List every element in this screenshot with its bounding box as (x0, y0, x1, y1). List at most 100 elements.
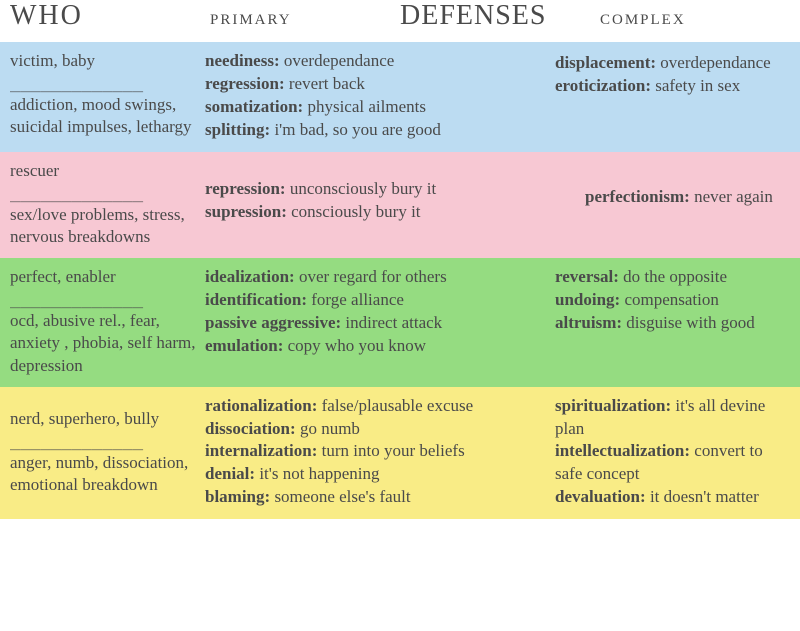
defense-line: internalization: turn into your beliefs (205, 440, 547, 463)
defense-line: intellectualization: convert to safe con… (555, 440, 790, 486)
defense-line: splitting: i'm bad, so you are good (205, 119, 547, 142)
complex-cell: perfectionism: never again (555, 160, 790, 248)
table-row: victim, baby_____________addiction, mood… (0, 42, 800, 152)
who-separator: _____________ (10, 182, 197, 204)
header-who: WHO (10, 0, 210, 32)
who-top: victim, baby (10, 50, 197, 72)
who-cell: victim, baby_____________addiction, mood… (10, 50, 205, 142)
defense-term: idealization: (205, 267, 295, 286)
defense-desc: turn into your beliefs (317, 441, 464, 460)
defense-desc: consciously bury it (287, 202, 421, 221)
primary-cell: idealization: over regard for othersiden… (205, 266, 555, 376)
defense-line: altruism: disguise with good (555, 312, 790, 335)
defense-desc: safety in sex (651, 76, 740, 95)
who-bottom: sex/love problems, stress, nervous break… (10, 204, 197, 248)
defense-line: identification: forge alliance (205, 289, 547, 312)
defense-line: denial: it's not happening (205, 463, 547, 486)
who-separator: _____________ (10, 72, 197, 94)
defense-line: perfectionism: never again (585, 186, 790, 209)
table-row: rescuer_____________sex/love problems, s… (0, 152, 800, 258)
defense-term: identification: (205, 290, 307, 309)
defense-line: supression: consciously bury it (205, 201, 547, 224)
defense-line: eroticization: safety in sex (555, 75, 790, 98)
complex-cell: reversal: do the oppositeundoing: compen… (555, 266, 790, 376)
defense-desc: overdependance (656, 53, 771, 72)
defense-term: splitting: (205, 120, 270, 139)
defense-term: somatization: (205, 97, 303, 116)
complex-cell: displacement: overdependanceeroticizatio… (555, 50, 790, 142)
defense-term: eroticization: (555, 76, 651, 95)
defense-term: internalization: (205, 441, 317, 460)
defense-line: somatization: physical ailments (205, 96, 547, 119)
rows-container: victim, baby_____________addiction, mood… (0, 42, 800, 519)
defense-line: repression: unconsciously bury it (205, 178, 547, 201)
defense-term: emulation: (205, 336, 283, 355)
defense-term: blaming: (205, 487, 270, 506)
defense-line: displacement: overdependance (555, 52, 790, 75)
who-top: perfect, enabler (10, 266, 197, 288)
defense-term: supression: (205, 202, 287, 221)
defense-desc: false/plausable excuse (317, 396, 473, 415)
primary-cell: repression: unconsciously bury itsupress… (205, 160, 555, 248)
defense-desc: indirect attack (341, 313, 442, 332)
defense-desc: disguise with good (622, 313, 755, 332)
defense-term: rationalization: (205, 396, 317, 415)
defense-desc: forge alliance (307, 290, 404, 309)
defense-term: passive aggressive: (205, 313, 341, 332)
defense-desc: never again (690, 187, 773, 206)
defense-desc: unconsciously bury it (286, 179, 437, 198)
who-cell: nerd, superhero, bully_____________anger… (10, 395, 205, 510)
who-cell: rescuer_____________sex/love problems, s… (10, 160, 205, 248)
defense-term: neediness: (205, 51, 280, 70)
defense-line: emulation: copy who you know (205, 335, 547, 358)
defense-desc: i'm bad, so you are good (270, 120, 441, 139)
defense-term: repression: (205, 179, 286, 198)
who-cell: perfect, enabler_____________ocd, abusiv… (10, 266, 205, 376)
complex-cell: spiritualization: it's all devine planin… (555, 395, 790, 510)
primary-cell: neediness: overdependanceregression: rev… (205, 50, 555, 142)
defense-term: dissociation: (205, 419, 296, 438)
who-bottom: addiction, mood swings, suicidal impulse… (10, 94, 197, 138)
defense-desc: copy who you know (283, 336, 426, 355)
defense-line: regression: revert back (205, 73, 547, 96)
defense-desc: do the opposite (619, 267, 727, 286)
defense-term: undoing: (555, 290, 620, 309)
who-top: rescuer (10, 160, 197, 182)
primary-cell: rationalization: false/plausable excused… (205, 395, 555, 510)
defense-term: displacement: (555, 53, 656, 72)
defense-term: perfectionism: (585, 187, 690, 206)
defense-term: spiritualization: (555, 396, 671, 415)
who-top: nerd, superhero, bully (10, 408, 197, 430)
defense-desc: revert back (285, 74, 365, 93)
header-defenses: DEFENSES (400, 0, 590, 32)
defense-line: dissociation: go numb (205, 418, 547, 441)
defense-term: altruism: (555, 313, 622, 332)
defense-term: denial: (205, 464, 255, 483)
defense-desc: go numb (296, 419, 360, 438)
defense-line: devaluation: it doesn't matter (555, 486, 790, 509)
table-row: nerd, superhero, bully_____________anger… (0, 387, 800, 520)
defense-desc: it doesn't matter (646, 487, 759, 506)
table-row: perfect, enabler_____________ocd, abusiv… (0, 258, 800, 386)
defense-line: reversal: do the opposite (555, 266, 790, 289)
defense-desc: compensation (620, 290, 719, 309)
defense-desc: physical ailments (303, 97, 426, 116)
defense-line: undoing: compensation (555, 289, 790, 312)
defense-line: spiritualization: it's all devine plan (555, 395, 790, 441)
defense-line: blaming: someone else's fault (205, 486, 547, 509)
defense-term: regression: (205, 74, 285, 93)
who-bottom: anger, numb, dissociation, emotional bre… (10, 452, 197, 496)
header-complex: COMPLEX (590, 4, 790, 29)
defense-line: rationalization: false/plausable excuse (205, 395, 547, 418)
defense-term: devaluation: (555, 487, 646, 506)
header-row: WHO PRIMARY DEFENSES COMPLEX (0, 0, 800, 42)
header-primary: PRIMARY (210, 4, 400, 29)
defense-line: neediness: overdependance (205, 50, 547, 73)
who-separator: _____________ (10, 430, 197, 452)
defense-desc: someone else's fault (270, 487, 410, 506)
defense-line: idealization: over regard for others (205, 266, 547, 289)
defense-desc: over regard for others (295, 267, 447, 286)
defense-term: reversal: (555, 267, 619, 286)
defense-term: intellectualization: (555, 441, 690, 460)
defense-line: passive aggressive: indirect attack (205, 312, 547, 335)
